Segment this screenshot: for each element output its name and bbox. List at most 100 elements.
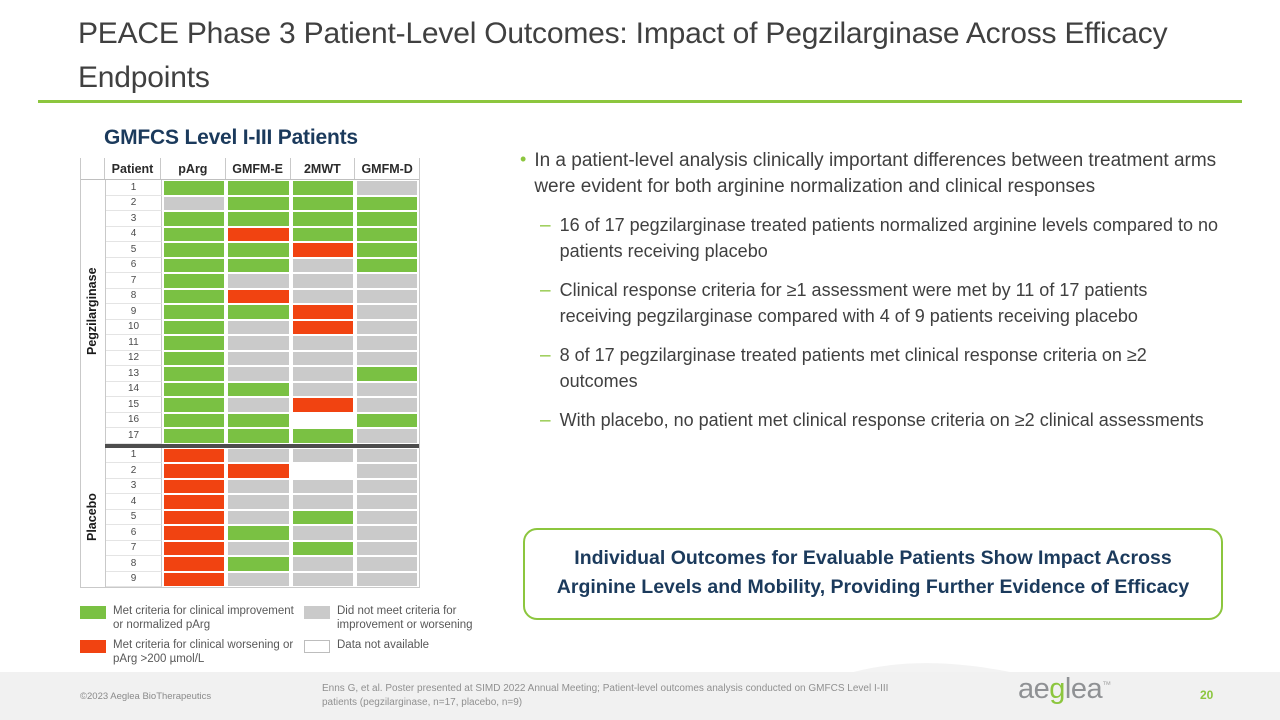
outcome-cell-red (226, 288, 291, 304)
patient-id-cell: 5 (106, 242, 162, 258)
outcome-cell-gray (226, 366, 291, 382)
sub-bullet: –16 of 17 pegzilarginase treated patient… (540, 213, 1220, 264)
bullet-main-text: In a patient-level analysis clinically i… (534, 150, 1217, 197)
outcome-cell-red (162, 540, 227, 556)
table-row: 2 (81, 195, 419, 211)
arm-spacer-cell (81, 319, 106, 335)
outcome-cell-green (162, 180, 227, 196)
column-header-parg: pArg (161, 158, 226, 179)
page-title: PEACE Phase 3 Patient-Level Outcomes: Im… (78, 17, 1168, 94)
outcome-cell-gray (354, 571, 419, 587)
outcome-cell-gray (290, 288, 355, 304)
outcome-cell-white (290, 463, 355, 479)
outcome-cell-gray (290, 447, 355, 463)
outcome-cell-red (226, 463, 291, 479)
legend-label: Data not available (337, 639, 430, 651)
outcome-cell-gray (290, 350, 355, 366)
outcome-cell-gray (354, 540, 419, 556)
legend-label: Met criteria for clinical improvement or… (113, 605, 294, 631)
dash-icon: – (540, 345, 551, 366)
arm-spacer-cell (81, 195, 106, 211)
outcome-cell-green (226, 211, 291, 227)
table-row: 16 (81, 412, 419, 428)
arm-spacer-cell (81, 335, 106, 351)
table-row: 4 (81, 494, 419, 510)
outcome-cell-gray (354, 397, 419, 413)
outcome-cell-green (226, 381, 291, 397)
outcome-cell-gray (226, 509, 291, 525)
outcome-cell-green (162, 273, 227, 289)
sub-bullet: – Clinical response criteria for ≥1 asses… (540, 278, 1220, 329)
outcome-cell-green (226, 428, 291, 444)
patient-id-cell: 17 (106, 428, 162, 444)
patient-id-cell: 12 (106, 350, 162, 366)
logo-text-part2: g (1049, 673, 1065, 705)
arm-divider (105, 443, 419, 448)
legend-swatch-white (304, 640, 330, 653)
conclusion-callout: Individual Outcomes for Evaluable Patien… (523, 528, 1223, 620)
outcome-cell-green (290, 180, 355, 196)
outcome-cell-gray (226, 350, 291, 366)
outcome-cell-gray (226, 273, 291, 289)
patient-id-cell: 15 (106, 397, 162, 413)
outcome-cell-green (162, 319, 227, 335)
outcome-cell-green (290, 195, 355, 211)
arm-spacer-cell (81, 366, 106, 382)
legend-item: Data not available (304, 638, 520, 666)
arm-spacer-cell (81, 509, 106, 525)
outcome-cell-green (354, 195, 419, 211)
table-row: 1 (81, 447, 419, 463)
table-row: 9 (81, 304, 419, 320)
logo-text-part3: lea (1064, 673, 1103, 705)
outcome-cell-gray (354, 478, 419, 494)
table-row: 13 (81, 366, 419, 382)
outcome-cell-gray (226, 397, 291, 413)
legend-swatch-green (80, 606, 106, 619)
arm-spacer-cell (81, 350, 106, 366)
outcome-cell-green (162, 381, 227, 397)
table-row: 6 (81, 257, 419, 273)
arm-spacer-cell (81, 180, 106, 196)
outcome-cell-gray (290, 273, 355, 289)
table-row: 3 (81, 211, 419, 227)
table-header-row: Patient pArg GMFM-E 2MWT GMFM-D (81, 158, 419, 180)
outcome-cell-gray (290, 556, 355, 572)
outcome-cell-gray (226, 319, 291, 335)
outcome-cell-red (162, 556, 227, 572)
outcome-cell-gray (290, 525, 355, 541)
arm-spacer-cell (81, 412, 106, 428)
outcome-cell-gray (354, 509, 419, 525)
patient-id-cell: 8 (106, 288, 162, 304)
bullet-main: • In a patient-level analysis clinically… (520, 148, 1220, 199)
sub-bullet-text: 8 of 17 pegzilarginase treated patients … (559, 345, 1147, 391)
arm-spacer-cell (81, 288, 106, 304)
outcome-cell-gray (354, 350, 419, 366)
table-row: 7 (81, 273, 419, 289)
outcome-cell-green (226, 242, 291, 258)
outcome-cell-red (290, 397, 355, 413)
outcome-cell-green (162, 366, 227, 382)
outcome-cell-green (162, 412, 227, 428)
table-row: 1 (81, 180, 419, 196)
patient-id-cell: 3 (106, 211, 162, 227)
arm-spacer-cell (81, 211, 106, 227)
outcome-cell-green (162, 226, 227, 242)
patient-id-cell: 9 (106, 304, 162, 320)
outcome-cell-red (162, 509, 227, 525)
outcome-cell-green (226, 412, 291, 428)
outcome-cell-green (162, 428, 227, 444)
patient-id-cell: 13 (106, 366, 162, 382)
patient-id-cell: 3 (106, 478, 162, 494)
footer-band (0, 672, 1280, 720)
patient-id-cell: 7 (106, 273, 162, 289)
patient-id-cell: 2 (106, 463, 162, 479)
arm-spacer-cell (81, 540, 106, 556)
outcome-cell-gray (226, 447, 291, 463)
legend-item: Met criteria for clinical improvement or… (80, 604, 304, 632)
arm-spacer-cell (81, 304, 106, 320)
outcome-cell-gray (290, 335, 355, 351)
legend-swatch-red (80, 640, 106, 653)
outcome-cell-green (354, 226, 419, 242)
